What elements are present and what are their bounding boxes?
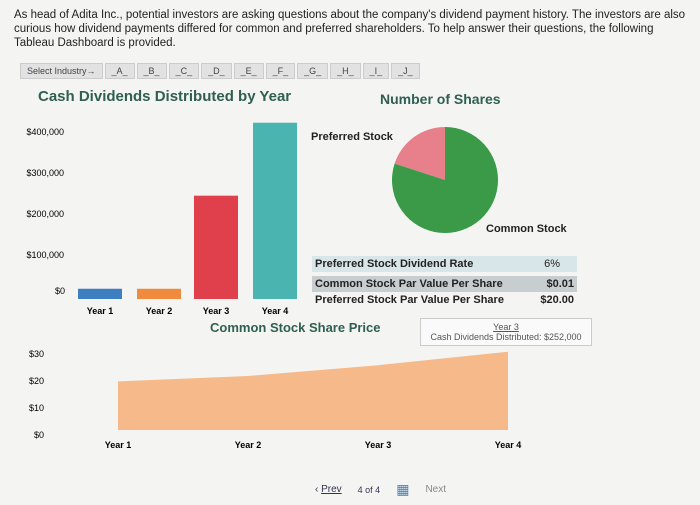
x-tick-label: Year 1: [105, 440, 132, 450]
filter-button[interactable]: _F_: [265, 63, 296, 79]
pie-slice-preferred[interactable]: [394, 127, 445, 180]
filter-button[interactable]: _I_: [362, 63, 390, 79]
filter-button[interactable]: _A_: [104, 63, 135, 79]
bar-chart-title: Cash Dividends Distributed by Year: [38, 88, 292, 105]
intro-text: As head of Adita Inc., potential investo…: [14, 9, 686, 49]
filter-button[interactable]: _B_: [136, 63, 167, 79]
x-tick-label: Year 1: [87, 306, 114, 316]
y-tick-label: $0: [55, 286, 65, 296]
area-chart-title: Common Stock Share Price: [210, 320, 381, 335]
pie-label-preferred: Preferred Stock: [311, 131, 393, 143]
bar[interactable]: [137, 288, 181, 299]
bar-chart: $400,000 $300,000 $200,000 $100,000 $0 Year 1…: [26, 122, 297, 316]
filter-button[interactable]: _H_: [330, 63, 361, 79]
y-tick-label: $200,000: [26, 209, 64, 219]
y-tick-label: $400,000: [26, 127, 64, 137]
y-tick-label: $0: [34, 430, 44, 440]
y-tick-label: $100,000: [26, 250, 64, 260]
info-row: Preferred Stock Dividend Rate 6%: [312, 256, 577, 272]
next-button[interactable]: Next: [425, 484, 446, 495]
x-tick-label: Year 2: [235, 440, 262, 450]
x-tick-label: Year 3: [365, 440, 392, 450]
pie-chart: [392, 127, 498, 233]
bar[interactable]: [78, 288, 122, 299]
pie-slice-common[interactable]: [392, 127, 498, 233]
chevron-left-icon: ‹: [315, 484, 322, 495]
filter-button[interactable]: _G_: [297, 63, 329, 79]
x-tick-label: Year 3: [203, 306, 230, 316]
filter-label: Select Industry→: [20, 63, 103, 79]
y-tick-label: $300,000: [26, 168, 64, 178]
info-table: Preferred Stock Dividend Rate 6% Common S…: [312, 256, 577, 308]
x-tick-label: Year 4: [495, 440, 522, 450]
pager: ‹ Prev 4 of 4 ▦ Next: [315, 481, 446, 498]
x-tick-label: Year 2: [146, 306, 173, 316]
bar[interactable]: [194, 195, 238, 299]
y-tick-label: $10: [29, 403, 44, 413]
filter-button[interactable]: _D_: [201, 63, 232, 79]
industry-filter: Select Industry→ _A_ _B_ _C_ _D_ _E_ _F_ _G_ _H_…: [20, 63, 420, 79]
area-chart: $30 $20 $10 $0 Year 1 Year 2 Year 3 Year 4: [29, 349, 522, 450]
filter-button[interactable]: _E_: [233, 63, 264, 79]
filter-button[interactable]: _C_: [168, 63, 200, 79]
pie-label-common: Common Stock: [486, 223, 567, 235]
page-indicator: 4 of 4: [357, 484, 381, 495]
tooltip: Year 3 Cash Dividends Distributed: $252,…: [420, 318, 592, 346]
grid-icon[interactable]: ▦: [396, 481, 410, 497]
info-row: Common Stock Par Value Per Share $0.01: [312, 276, 577, 292]
prev-button[interactable]: ‹ Prev: [315, 484, 342, 495]
area-series[interactable]: [118, 351, 508, 430]
info-row: Preferred Stock Par Value Per Share $20.0…: [315, 294, 574, 306]
pie-chart-title: Number of Shares: [380, 91, 501, 107]
y-tick-label: $20: [29, 376, 44, 386]
filter-button[interactable]: _J_: [391, 63, 420, 79]
y-tick-label: $30: [29, 349, 44, 359]
bar[interactable]: [253, 122, 297, 299]
x-tick-label: Year 4: [262, 306, 289, 316]
